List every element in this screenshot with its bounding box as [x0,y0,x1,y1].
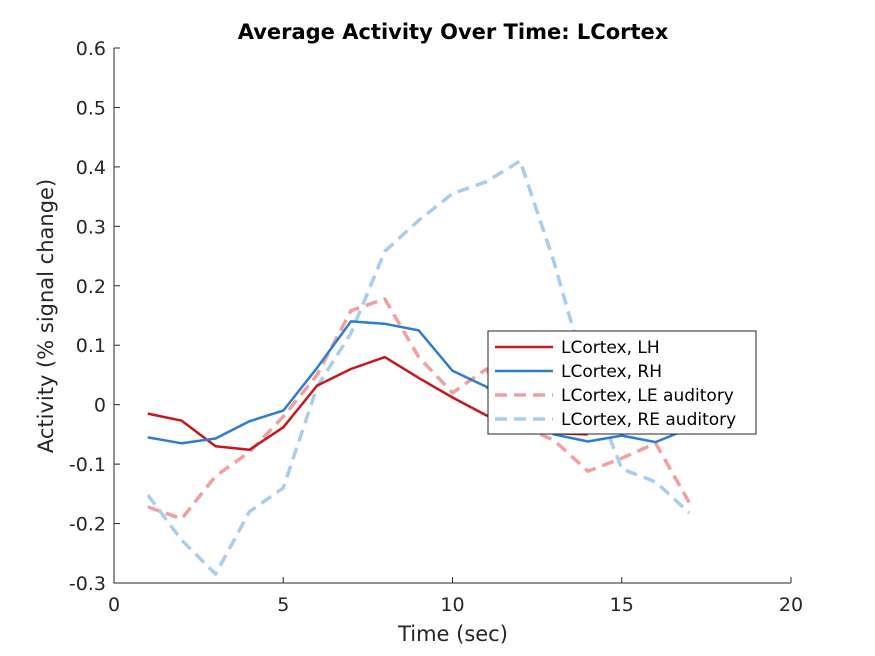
y-axis-label: Activity (% signal change) [34,179,58,453]
x-axis-label: Time (sec) [397,622,508,646]
y-tick-label: 0.5 [76,97,106,119]
x-tick-label: 10 [440,594,464,616]
series-line-2 [147,320,690,445]
y-tick-label: -0.2 [69,514,106,536]
axes-box [113,48,791,584]
x-tick-label: 0 [108,594,120,616]
y-tick-label: 0.3 [76,216,106,238]
legend-entry[interactable]: LCortex, RH [561,362,662,382]
y-tick-label: 0 [94,395,106,417]
y-tick-label: -0.1 [69,454,106,476]
y-tick-label: 0.2 [76,276,106,298]
x-tick-label: 20 [779,594,803,616]
legend[interactable]: LCortex, LH LCortex, RH LCortex, LE audito… [487,330,757,435]
y-tick-label: 0.1 [76,335,106,357]
legend-entry[interactable]: LCortex, RE auditory [561,410,736,430]
y-axis: -0.3 -0.2 -0.1 0 0.1 0.2 0.3 0.4 0.5 0.6 [69,38,120,595]
x-tick-label: 15 [610,594,634,616]
series-line-3 [147,297,691,521]
legend-entry[interactable]: LCortex, LH [561,338,660,358]
y-tick-label: -0.3 [69,573,106,595]
chart-title: Average Activity Over Time: LCortex [238,20,669,44]
plot-area [113,48,791,584]
y-tick-label: 0.4 [76,157,106,179]
legend-entry[interactable]: LCortex, LE auditory [561,386,734,406]
x-tick-label: 5 [277,594,289,616]
x-axis: 0 5 10 15 20 [108,577,803,616]
y-tick-label: 0.6 [76,38,106,60]
